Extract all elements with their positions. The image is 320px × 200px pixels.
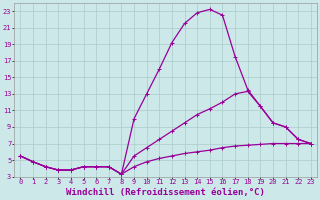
X-axis label: Windchill (Refroidissement éolien,°C): Windchill (Refroidissement éolien,°C) xyxy=(66,188,265,197)
